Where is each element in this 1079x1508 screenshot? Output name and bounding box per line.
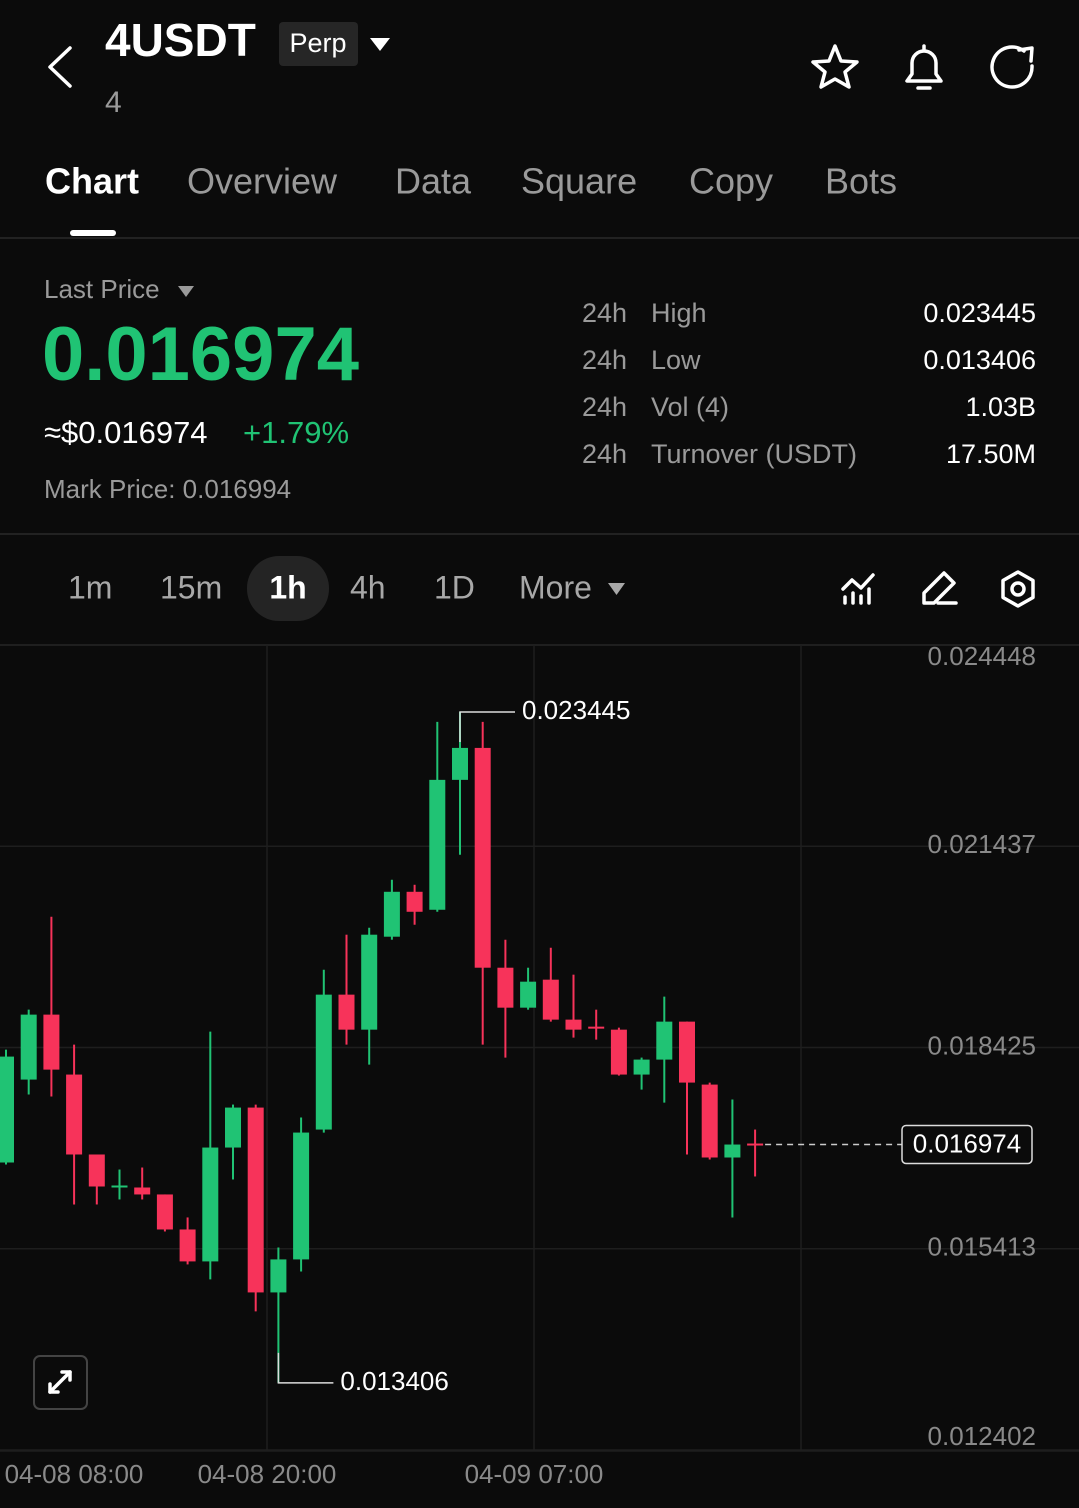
- stat-value: 0.023445: [923, 298, 1036, 328]
- candle-body: [497, 967, 514, 1008]
- candle-body: [225, 1107, 241, 1148]
- candle-body: [202, 1147, 219, 1262]
- draw-icon[interactable]: [922, 571, 958, 605]
- stat-period: 24h: [582, 298, 627, 328]
- dropdown-arrow[interactable]: [370, 38, 390, 51]
- y-tick-label: 0.024448: [928, 641, 1036, 671]
- high-label: 0.023445: [522, 695, 630, 725]
- interval[interactable]: 4h: [350, 569, 386, 605]
- subtitle: 4: [105, 86, 122, 119]
- interval[interactable]: 15m: [160, 569, 222, 605]
- candle-body: [43, 1014, 60, 1070]
- candle-body: [0, 1056, 14, 1163]
- stat-period: 24h: [582, 392, 627, 422]
- candle-body: [361, 934, 378, 1030]
- stat-label: High: [651, 298, 707, 328]
- candle-body: [452, 747, 468, 780]
- candle-body: [588, 1026, 605, 1029]
- last-price: 0.016974: [42, 312, 359, 397]
- tab[interactable]: Copy: [689, 161, 773, 202]
- favorite-icon[interactable]: [811, 44, 859, 89]
- stats: 24h High 0.023445 24h Low 0.013406 24h V…: [582, 298, 1036, 469]
- stat-value: 17.50M: [946, 439, 1036, 469]
- price-label-arrow[interactable]: [178, 286, 194, 297]
- tab[interactable]: Square: [521, 161, 637, 202]
- tab[interactable]: Data: [395, 161, 472, 202]
- candle-body: [270, 1259, 287, 1293]
- candle-body: [383, 891, 400, 937]
- candle-body: [179, 1229, 196, 1262]
- candle-body: [520, 981, 537, 1008]
- candle-body: [406, 891, 423, 912]
- share-icon[interactable]: [990, 45, 1034, 89]
- candle-body: [134, 1187, 151, 1195]
- price-change: +1.79%: [243, 415, 349, 450]
- x-tick-label: 04-08 20:00: [198, 1459, 337, 1489]
- y-tick-label: 0.015413: [928, 1232, 1036, 1262]
- price-label[interactable]: Last Price: [44, 274, 160, 304]
- stat-period: 24h: [582, 439, 627, 469]
- candle-body: [156, 1194, 173, 1230]
- candle-body: [747, 1143, 764, 1146]
- candle-body: [474, 747, 491, 968]
- expand-icon[interactable]: [48, 1370, 72, 1394]
- candle-body: [293, 1132, 310, 1260]
- interval[interactable]: 1h: [269, 569, 306, 605]
- more-arrow[interactable]: [608, 583, 625, 595]
- candle-body: [338, 994, 355, 1030]
- stat-value: 0.013406: [923, 345, 1036, 375]
- candle-body: [247, 1107, 264, 1293]
- badge[interactable]: Perp: [289, 28, 346, 58]
- candle-body: [429, 779, 446, 910]
- y-tick-label: 0.018425: [928, 1030, 1036, 1060]
- symbol: 4USDT: [105, 14, 256, 66]
- candle-body: [633, 1059, 650, 1075]
- candle-body: [20, 1014, 37, 1080]
- stat-label: Low: [651, 345, 701, 375]
- tab-indicator: [70, 230, 116, 236]
- candle-body: [111, 1185, 128, 1188]
- candle-body: [315, 994, 332, 1130]
- stat-period: 24h: [582, 345, 627, 375]
- alert-icon[interactable]: [905, 44, 943, 90]
- x-tick-label: 04-09 07:00: [465, 1459, 604, 1489]
- tab[interactable]: Overview: [187, 161, 338, 202]
- candle-body: [701, 1084, 718, 1158]
- interval[interactable]: 1m: [68, 569, 112, 605]
- stat-value: 1.03B: [965, 392, 1036, 422]
- stat-label: Turnover (USDT): [651, 439, 857, 469]
- y-tick-label: 0.021437: [928, 829, 1036, 859]
- candle-body: [88, 1154, 105, 1187]
- badge-bg[interactable]: [279, 22, 358, 66]
- stat-label: Vol (4): [651, 392, 729, 422]
- usd-price: ≈$0.016974: [44, 415, 208, 450]
- back-button[interactable]: [48, 46, 72, 88]
- low-leader: [277, 1352, 334, 1384]
- interval[interactable]: 1D: [434, 569, 475, 605]
- candle-body: [679, 1021, 695, 1083]
- mark-price: Mark Price: 0.016994: [44, 474, 291, 504]
- current-price-label: 0.016974: [913, 1128, 1021, 1158]
- tab[interactable]: Bots: [825, 161, 897, 202]
- current-price-box: [901, 1124, 1033, 1165]
- interval-active-bg[interactable]: [247, 556, 329, 621]
- indicator-icon[interactable]: [841, 573, 875, 605]
- settings-icon[interactable]: [1001, 570, 1035, 608]
- candle-body: [724, 1144, 741, 1158]
- candle-body: [610, 1029, 627, 1075]
- low-label: 0.013406: [340, 1366, 448, 1396]
- candle-body: [656, 1021, 673, 1060]
- candle-body: [66, 1074, 83, 1155]
- candle-body: [565, 1019, 582, 1030]
- y-tick-label: 0.012402: [928, 1421, 1036, 1451]
- tab[interactable]: Chart: [45, 161, 139, 202]
- x-tick-label: 04-08 08:00: [5, 1459, 144, 1489]
- high-leader: [459, 711, 515, 743]
- candle-body: [542, 979, 559, 1020]
- interval[interactable]: More: [519, 569, 592, 605]
- candlestick-chart: 04-08 08:00 04-08 20:00 04-09 07:00 0.02…: [0, 641, 1079, 1489]
